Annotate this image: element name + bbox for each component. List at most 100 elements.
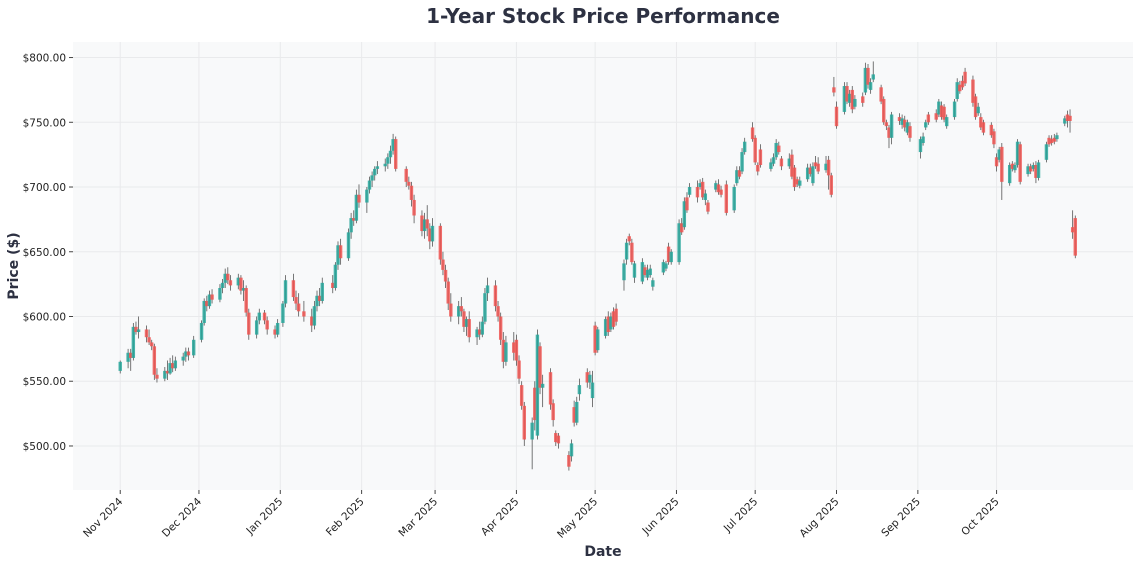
candle [352, 210, 356, 226]
candle [480, 316, 485, 338]
candle-body-up [669, 251, 673, 263]
candle-body-down [538, 346, 542, 388]
candle [750, 122, 755, 142]
candle-body-up [798, 180, 802, 186]
candle [218, 284, 222, 303]
candle [365, 187, 369, 213]
candle-body-down [556, 435, 561, 444]
candle-body-down [567, 455, 571, 467]
candle [556, 433, 561, 449]
candle-body-down [826, 159, 831, 176]
candle-body-down [165, 370, 170, 374]
candle [464, 316, 469, 336]
candle [714, 180, 718, 193]
candle [866, 64, 870, 89]
candle-body-up [952, 101, 957, 118]
candle-body-up [698, 183, 702, 188]
candle-body-up [714, 183, 718, 190]
candle [220, 278, 225, 294]
candle [732, 184, 736, 213]
candle-body-down [519, 385, 524, 406]
candle-body-up [622, 263, 626, 281]
candle [241, 280, 246, 301]
candle [1070, 210, 1075, 239]
candle [1063, 115, 1067, 127]
candle-body-up [202, 300, 206, 323]
candle [771, 153, 776, 167]
candle [155, 368, 159, 383]
candle [283, 275, 288, 308]
candle-body-up [900, 118, 904, 125]
candle [590, 370, 595, 408]
x-tick-label: Sep 2025 [879, 496, 923, 540]
candle-body-up [687, 187, 692, 195]
candle [651, 277, 655, 291]
candle-body-down [262, 312, 267, 321]
candle-body-up [905, 122, 910, 133]
candle [129, 348, 133, 371]
candle-body-down [1028, 166, 1033, 172]
candle [239, 275, 243, 295]
candle [349, 212, 353, 239]
candle [926, 111, 931, 125]
candle-body-down [989, 124, 994, 136]
candle-body-up [373, 168, 377, 176]
candle [924, 119, 928, 131]
candle-body-down [517, 360, 521, 379]
candle [955, 78, 959, 102]
candle-body-up [375, 166, 380, 169]
candle [853, 95, 857, 110]
candle [603, 316, 608, 339]
candle [136, 316, 141, 339]
candle-body-down [992, 131, 996, 145]
x-tick-label: Jan 2025 [244, 496, 286, 538]
candle-body-down [129, 352, 133, 358]
candle [942, 104, 946, 123]
candle-body-down [926, 114, 931, 123]
candle [680, 218, 684, 235]
candle-body-up [603, 319, 608, 336]
x-tick-label: Nov 2024 [81, 495, 125, 539]
candle [438, 223, 443, 265]
y-tick-label: $600.00 [23, 311, 66, 323]
plot-area [73, 42, 1133, 490]
candle [496, 300, 500, 322]
candle [889, 111, 894, 145]
candle-body-up [207, 294, 212, 307]
x-axis-label: Date [584, 544, 621, 560]
candle-body-up [315, 295, 319, 307]
candle [596, 326, 600, 353]
candle [333, 262, 338, 291]
candle-body-up [575, 401, 579, 423]
candle-body-up [530, 422, 534, 440]
candle [409, 181, 414, 207]
candle-body-down [155, 374, 159, 379]
candle-body-up [1055, 135, 1059, 140]
x-tick-label: Dec 2024 [160, 495, 204, 539]
candle [134, 321, 138, 335]
candle-body-up [131, 326, 136, 358]
candle-body-up [1036, 162, 1041, 178]
candle-body-up [365, 189, 369, 203]
candle-body-up [422, 219, 427, 232]
candle-body-down [244, 288, 248, 313]
candle-body-up [388, 150, 393, 158]
candle-body-up [640, 262, 645, 282]
candle [186, 347, 191, 361]
candle [779, 155, 784, 171]
candle [407, 176, 411, 190]
candle [632, 260, 637, 283]
candle [449, 293, 453, 322]
candle-body-up [257, 312, 261, 321]
candle-body-down [409, 185, 414, 200]
candle [861, 92, 865, 107]
candle-body-down [512, 342, 516, 353]
candle-body-up [1013, 165, 1017, 171]
candle [971, 75, 975, 107]
candle [205, 295, 209, 312]
candle [790, 149, 794, 180]
candle-body-up [889, 114, 894, 138]
candle [538, 342, 542, 395]
candle-body-down [606, 316, 610, 333]
candle [404, 166, 408, 188]
